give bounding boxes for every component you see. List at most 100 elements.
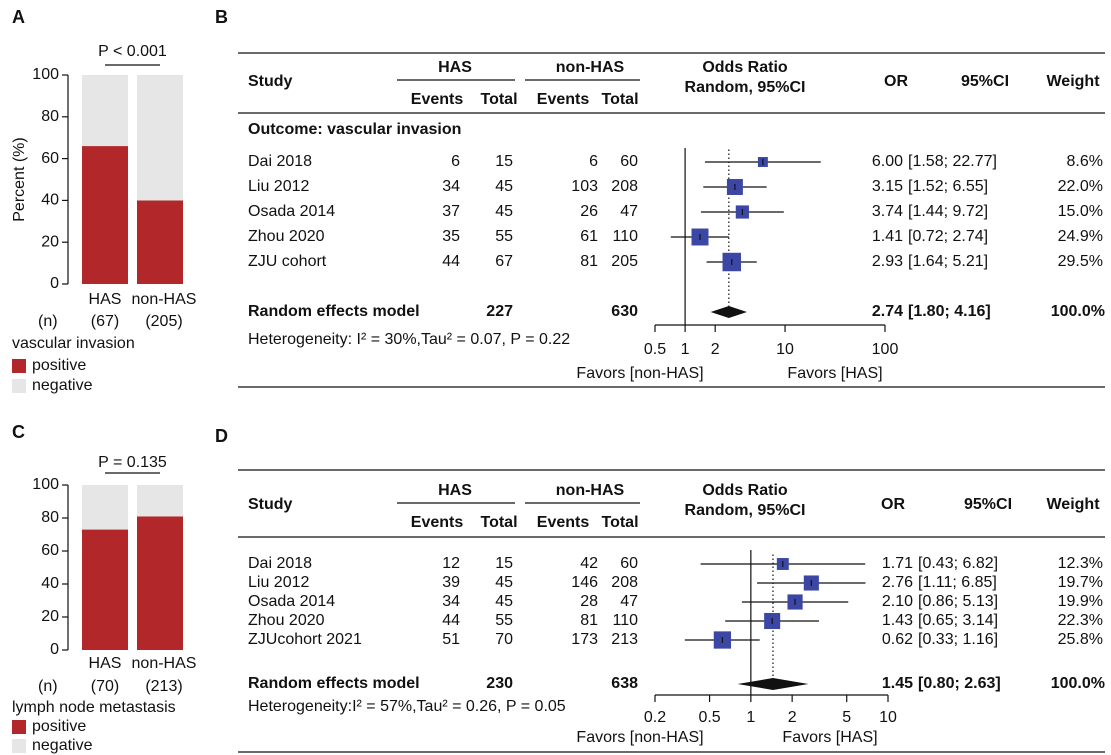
cell: [0.65; 3.14] [918,612,998,629]
summary-diamond [710,306,747,318]
x-tick-label: HAS [89,291,122,308]
header: 95%CI [961,73,1009,90]
cell: 22.3% [1058,612,1103,629]
cell: 173 [571,631,598,648]
cell: [1.44; 9.72] [908,203,988,220]
n-label: (67) [91,313,119,330]
cell: 0.62 [882,631,913,648]
bar-segment [82,146,128,284]
y-tick-label: 80 [41,108,59,125]
cell: 103 [571,178,598,195]
cell: 1.41 [872,228,903,245]
x-tick-label: 2 [711,341,720,358]
cell: 34 [442,178,460,195]
header: Total [480,91,517,108]
x-tick-label: 1 [746,709,755,726]
n-label: (205) [145,313,182,330]
x-axis-label: lymph node metastasis [12,699,176,716]
favors-label: Favors [HAS] [782,729,877,746]
cell: 110 [612,228,638,245]
header: Events [411,91,464,108]
study-name: Osada 2014 [248,203,335,220]
summary-name: Random effects model [248,675,420,692]
legend-label: negative [32,377,93,394]
cell: [1.52; 6.55] [908,178,988,195]
cell: 44 [442,612,460,629]
cell: 45 [495,203,513,220]
cell: 15 [495,153,513,170]
heterogeneity: Heterogeneity:I² = 57%,Tau² = 0.26, P = … [248,698,566,715]
cell: [0.43; 6.82] [918,555,998,572]
cell: 39 [442,574,460,591]
cell: 37 [442,203,460,220]
p-value: P = 0.135 [98,454,167,471]
favors-label: Favors [HAS] [787,365,882,382]
cell: 1.43 [882,612,913,629]
header: Random, 95%CI [685,502,806,519]
cell: 2.93 [872,253,903,270]
legend-swatch [12,720,26,734]
favors-label: Favors [non-HAS] [576,729,703,746]
study-name: Osada 2014 [248,593,335,610]
x-tick-label: non-HAS [132,291,197,308]
cell: 19.7% [1058,574,1103,591]
y-tick-label: 100 [32,476,59,493]
cell: 28 [580,593,598,610]
y-tick-label: 100 [32,66,59,83]
x-tick-label: 1 [681,341,690,358]
cell: [0.33; 1.16] [918,631,998,648]
header: OR [884,73,908,90]
cell: 1.71 [882,555,913,572]
header: HAS [438,482,472,499]
cell: 67 [495,253,513,270]
outcome: Outcome: vascular invasion [248,121,461,138]
x-tick-label: 10 [776,341,794,358]
bar-segment [82,75,128,147]
cell: 12.3% [1058,555,1103,572]
cell: 6 [451,153,460,170]
x-tick-label: 0.2 [644,709,666,726]
y-tick-label: 40 [41,575,59,592]
study-name: Zhou 2020 [248,612,325,629]
panel-label: D [215,426,228,446]
x-axis-label: vascular invasion [12,335,135,352]
n-title: (n) [38,313,58,330]
header: OR [881,496,905,513]
favors-label: Favors [non-HAS] [576,365,703,382]
header: Total [480,514,517,531]
summary-cell: 100.0% [1051,303,1105,320]
y-tick-label: 20 [41,608,59,625]
summary-diamond [737,678,809,690]
header: Random, 95%CI [685,79,806,96]
header: Odds Ratio [702,482,788,499]
bar-segment [82,529,128,650]
cell: 60 [620,555,638,572]
cell: 24.9% [1058,228,1103,245]
study-name: Zhou 2020 [248,228,325,245]
summary-cell: 630 [611,303,638,320]
cell: 26 [580,203,598,220]
cell: 6 [589,153,598,170]
cell: [1.11; 6.85] [918,574,997,591]
p-value: P < 0.001 [98,43,167,60]
legend-swatch [12,359,26,373]
cell: 208 [611,574,638,591]
header: Study [248,496,293,513]
header: Events [537,514,590,531]
cell: 44 [442,253,460,270]
cell: 22.0% [1058,178,1103,195]
header: 95%CI [964,496,1012,513]
cell: [0.86; 5.13] [918,593,998,610]
study-name: ZJU cohort [248,253,327,270]
y-tick-label: 60 [41,542,59,559]
x-tick-label: 10 [879,709,897,726]
header: Total [601,91,638,108]
legend-swatch [12,379,26,393]
study-name: Liu 2012 [248,574,309,591]
x-tick-label: non-HAS [132,655,197,672]
cell: 45 [495,178,513,195]
legend-label: positive [32,357,86,374]
cell: 25.8% [1058,631,1103,648]
cell: 47 [620,203,638,220]
